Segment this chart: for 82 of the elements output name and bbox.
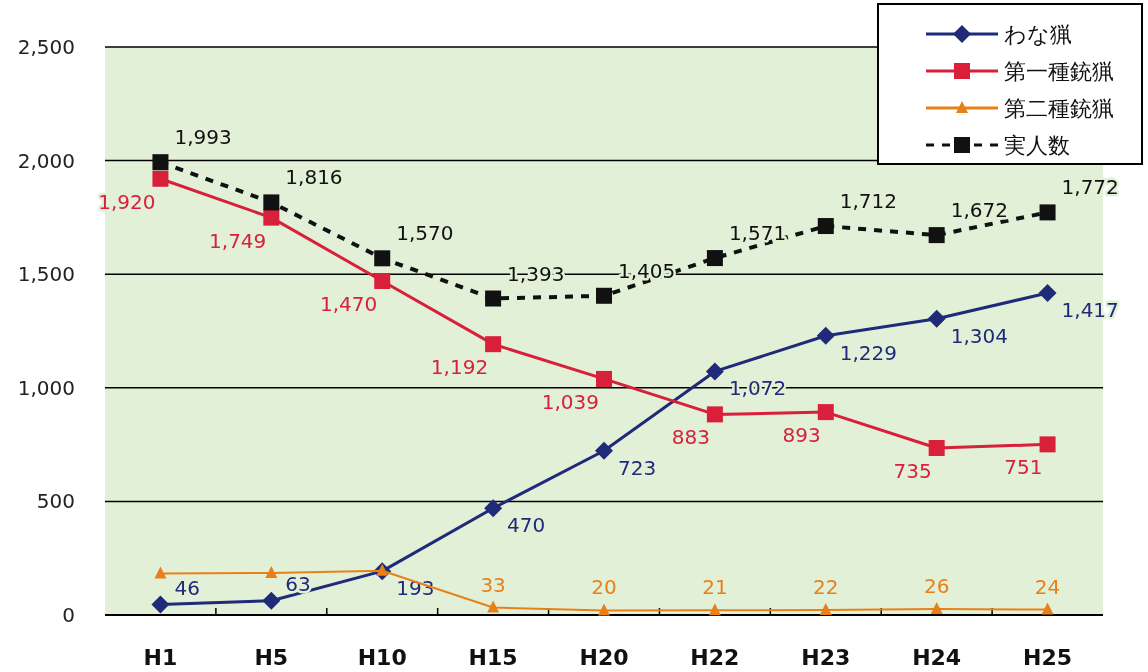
point	[152, 154, 169, 171]
data-label: 1,039	[541, 389, 599, 414]
data-label: 1,672	[950, 198, 1008, 223]
y-tick-label: 1,000	[17, 375, 75, 400]
data-label: 1,920	[98, 189, 156, 214]
x-tick-label: H24	[912, 645, 962, 670]
point	[485, 336, 502, 353]
data-label: 1,304	[950, 323, 1008, 348]
point	[817, 218, 834, 235]
point	[708, 603, 721, 616]
data-label: 24	[1034, 574, 1061, 599]
legend-label: 第一種銃猟	[1004, 59, 1114, 84]
y-tick-label: 1,500	[17, 262, 75, 287]
legend-label: 実人数	[1004, 133, 1070, 158]
point	[596, 287, 612, 304]
point	[598, 603, 610, 616]
point	[152, 170, 169, 187]
point	[928, 440, 945, 457]
point	[706, 250, 723, 267]
y-tick-label: 2,000	[17, 148, 75, 173]
x-tick-label: H1	[143, 645, 178, 670]
point	[927, 309, 946, 328]
data-label: 1,749	[209, 228, 267, 253]
data-label: 63	[285, 571, 311, 596]
point	[151, 595, 170, 614]
point	[263, 194, 280, 211]
point	[1039, 436, 1056, 453]
data-label: 20	[591, 575, 617, 600]
legend-label: わな猟	[1004, 22, 1072, 47]
point	[705, 362, 724, 381]
data-label: 46	[174, 575, 200, 600]
point	[1041, 602, 1054, 615]
point	[374, 273, 391, 290]
point	[1039, 204, 1056, 221]
data-label: 1,229	[839, 340, 898, 365]
data-label: 1,712	[839, 189, 898, 214]
data-label: 735	[893, 459, 932, 484]
data-label: 22	[813, 575, 839, 599]
point	[484, 499, 503, 518]
point	[262, 591, 281, 610]
data-label: 1,470	[319, 292, 378, 317]
point	[374, 250, 391, 267]
y-tick-label: 0	[62, 603, 75, 627]
data-label: 1,993	[174, 125, 232, 150]
x-tick-label: H20	[579, 645, 629, 670]
x-tick-label: H10	[357, 645, 407, 670]
legend-label: 第二種銃猟	[1004, 96, 1114, 121]
x-tick-label: H5	[254, 645, 289, 670]
data-label: 21	[702, 575, 728, 600]
x-tick-label: H15	[468, 645, 518, 670]
point	[263, 209, 280, 226]
point	[928, 227, 945, 244]
data-label: 1,571	[728, 221, 787, 246]
data-label: 1,816	[285, 165, 343, 190]
data-label: 751	[1004, 455, 1043, 480]
point	[706, 406, 723, 423]
point	[595, 441, 613, 460]
data-label: 723	[618, 455, 657, 480]
data-label: 1,772	[1061, 175, 1119, 200]
data-label: 1,192	[430, 355, 489, 380]
data-label: 26	[923, 574, 950, 599]
point	[817, 404, 834, 421]
x-tick-label: H23	[801, 645, 851, 670]
point	[485, 290, 502, 307]
point	[819, 603, 832, 615]
data-label: 470	[507, 513, 546, 538]
point	[487, 600, 500, 613]
y-tick-label: 2,500	[17, 35, 75, 59]
data-label: 883	[671, 425, 710, 450]
x-tick-label: H22	[690, 645, 740, 670]
x-tick-label: H25	[1023, 645, 1073, 670]
data-label: 1,417	[1061, 298, 1119, 323]
data-label: 893	[782, 423, 821, 448]
point	[816, 326, 835, 345]
point	[596, 370, 612, 387]
point	[265, 565, 278, 578]
point	[1038, 284, 1057, 303]
point	[930, 602, 943, 615]
data-label: 33	[480, 572, 506, 597]
y-tick-label: 500	[36, 489, 75, 514]
point	[154, 566, 167, 579]
data-label: 1,570	[396, 221, 454, 246]
